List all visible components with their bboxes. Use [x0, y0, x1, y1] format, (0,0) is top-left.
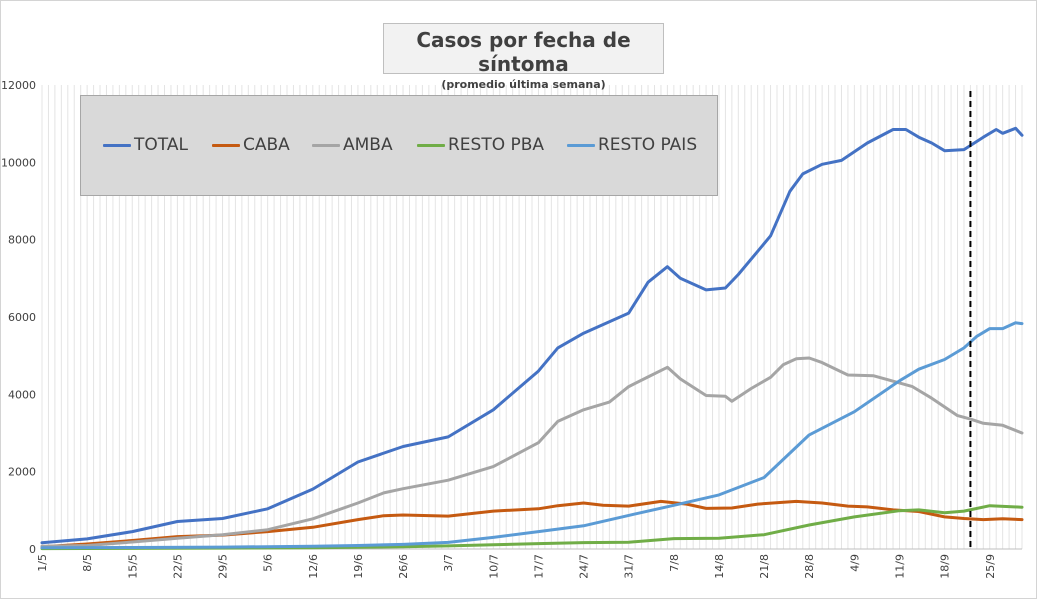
- x-tick-label: 26/6: [397, 554, 410, 579]
- x-tick-label: 22/5: [171, 554, 184, 579]
- series-line-amba: [40, 356, 1024, 548]
- x-tick-label: 18/9: [939, 554, 952, 579]
- legend-swatch-caba: [212, 143, 240, 147]
- x-tick-label: 29/5: [217, 554, 230, 579]
- legend-label-resto-pais: RESTO PAIS: [598, 135, 698, 155]
- x-tick-label: 1/5: [36, 554, 49, 572]
- x-tick-label: 17/7: [532, 554, 545, 579]
- x-tick-label: 3/7: [442, 554, 455, 572]
- y-tick-label: 4000: [8, 388, 36, 401]
- y-tick-label: 0: [29, 543, 36, 556]
- legend-label-amba: AMBA: [343, 135, 393, 155]
- x-tick-label: 21/8: [758, 554, 771, 579]
- legend: TOTAL CABA AMBA RESTO PBA RESTO PAIS: [80, 95, 718, 196]
- x-tick-label: 31/7: [623, 554, 636, 579]
- legend-label-total: TOTAL: [134, 135, 188, 155]
- series-line-resto-pba: [40, 504, 1024, 551]
- legend-item-caba: CABA: [212, 134, 290, 156]
- x-tick-label: 8/5: [81, 554, 94, 572]
- series-lines: [40, 126, 1024, 551]
- x-tick-label: 14/8: [713, 554, 726, 579]
- x-tick-label: 5/6: [262, 554, 275, 572]
- y-tick-label: 12000: [1, 79, 36, 92]
- legend-item-resto-pais: RESTO PAIS: [567, 134, 697, 156]
- legend-item-total: TOTAL: [103, 134, 188, 156]
- legend-swatch-amba: [312, 143, 340, 147]
- x-tick-label: 12/6: [307, 554, 320, 579]
- legend-swatch-total: [103, 143, 131, 147]
- y-tick-label: 10000: [1, 156, 36, 169]
- series-line-resto-pais: [40, 321, 1024, 550]
- chart-title-box: Casos por fecha de síntoma (promedio últ…: [383, 23, 664, 91]
- x-tick-label: 10/7: [487, 554, 500, 579]
- axes: 0 2000 4000 6000 8000 10000 12000 1/5 8/5 15/5 22/…: [1, 79, 1022, 579]
- x-tick-label: 19/6: [352, 554, 365, 579]
- legend-swatch-resto-pais: [567, 143, 595, 147]
- chart-title: Casos por fecha de síntoma: [416, 28, 631, 76]
- x-tick-label: 24/7: [578, 554, 591, 579]
- y-tick-label: 8000: [8, 234, 36, 247]
- chart-subtitle: (promedio última semana): [441, 78, 606, 91]
- x-tick-label: 7/8: [668, 554, 681, 572]
- legend-label-resto-pba: RESTO PBA: [448, 135, 545, 155]
- y-tick-label: 2000: [8, 466, 36, 479]
- series-line-total: [40, 126, 1024, 545]
- legend-item-amba: AMBA: [312, 134, 393, 156]
- x-tick-label: 15/5: [126, 554, 139, 579]
- x-tick-label: 11/9: [894, 554, 907, 579]
- legend-swatch-resto-pba: [417, 143, 445, 147]
- legend-item-resto-pba: RESTO PBA: [417, 134, 544, 156]
- x-tick-label: 4/9: [848, 554, 861, 572]
- legend-label-caba: CABA: [243, 135, 290, 155]
- x-tick-label: 25/9: [984, 554, 997, 579]
- x-tick-label: 28/8: [803, 554, 816, 579]
- y-tick-label: 6000: [8, 311, 36, 324]
